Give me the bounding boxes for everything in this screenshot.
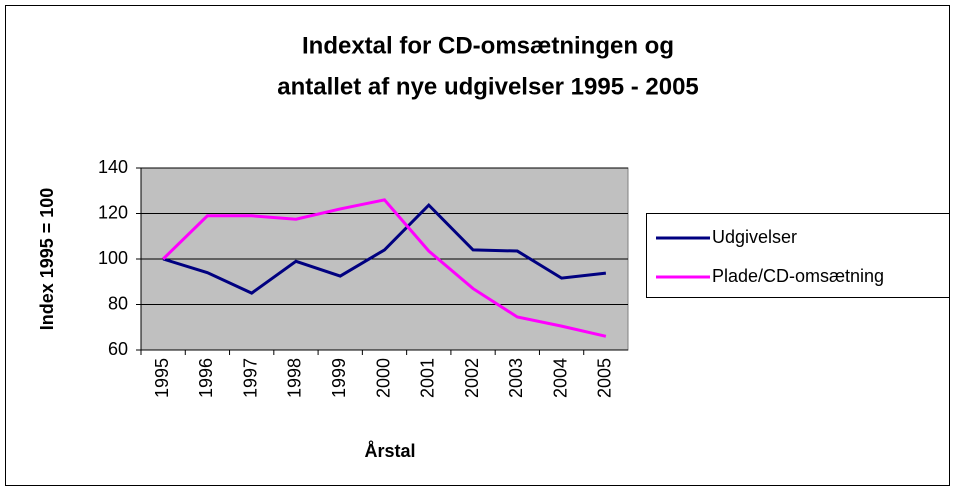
y-axis-label: Index 1995 = 100	[37, 188, 57, 331]
x-tick-label: 2002	[462, 358, 482, 398]
x-tick-label: 1995	[152, 358, 172, 398]
x-tick-label: 1999	[329, 358, 349, 398]
y-tick-label: 100	[98, 248, 128, 268]
legend-label: Udgivelser	[712, 227, 797, 247]
chart-title: antallet af nye udgivelser 1995 - 2005	[277, 73, 699, 100]
x-tick-label: 2004	[550, 358, 570, 398]
x-tick-label: 2003	[506, 358, 526, 398]
series-line	[162, 202, 607, 295]
x-tick-label: 2001	[418, 358, 438, 398]
chart-title: Indextal for CD-omsætningen og	[302, 32, 674, 59]
x-tick-label: 1996	[196, 358, 216, 398]
y-tick-label: 120	[98, 202, 128, 222]
x-tick-label: 2005	[595, 358, 615, 398]
y-tick-label: 140	[98, 157, 128, 177]
series-line	[162, 198, 607, 338]
x-tick-label: 1998	[285, 358, 305, 398]
legend	[646, 213, 950, 298]
legend-label: Plade/CD-omsætning	[712, 266, 884, 286]
y-tick-label: 80	[108, 293, 128, 313]
x-tick-label: 2000	[373, 358, 393, 398]
y-tick-label: 60	[108, 339, 128, 359]
x-tick-label: 1997	[240, 358, 260, 398]
x-axis-label: Årstal	[364, 441, 415, 461]
